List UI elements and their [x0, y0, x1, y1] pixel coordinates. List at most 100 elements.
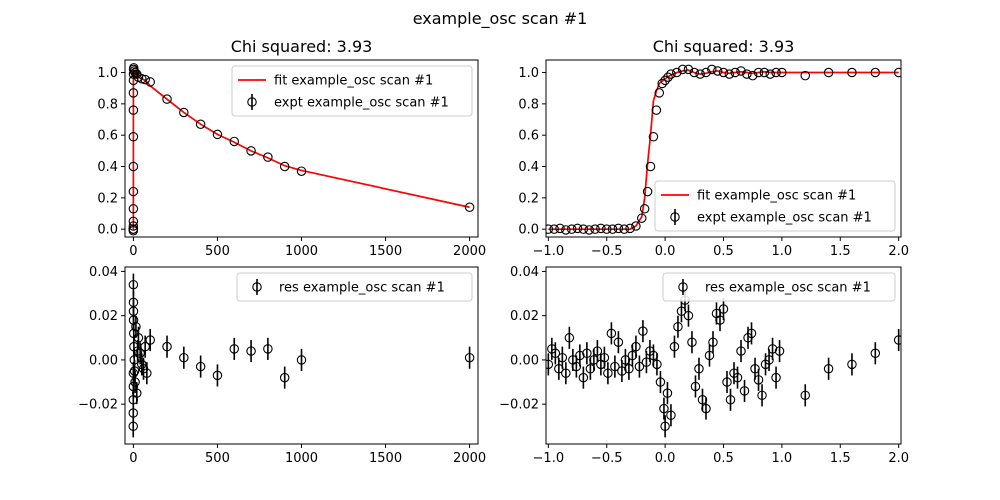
data-point [800, 390, 810, 401]
y-tick-label: 0.6 [518, 129, 539, 144]
y-tick-label: 0.0 [97, 223, 118, 238]
data-point [624, 364, 634, 374]
data-point [893, 67, 901, 78]
y-tick-label: 0.02 [89, 309, 118, 324]
data-point [774, 346, 785, 356]
legend-marker-handle [670, 212, 680, 222]
legend-frame [231, 65, 473, 117]
data-point [128, 105, 139, 115]
x-tick-label: 1500 [369, 244, 402, 259]
data-point [753, 67, 764, 78]
data-point [584, 225, 594, 235]
data-point [578, 372, 589, 383]
legend-frame [236, 272, 473, 302]
data-point [133, 333, 144, 343]
y-tick-label: −0.02 [78, 398, 118, 413]
x-tick-label: −0.5 [591, 451, 623, 466]
data-point [128, 224, 139, 234]
data-point [296, 166, 307, 176]
data-point [128, 63, 139, 73]
plot-area [546, 64, 901, 235]
data-point [464, 202, 475, 212]
y-tick-label: 1.0 [518, 66, 539, 81]
data-point [683, 64, 694, 75]
x-tick-label: −1.0 [533, 451, 565, 466]
legend-entry-label: fit example_osc scan #1 [697, 189, 856, 204]
y-tick-label: 0.2 [518, 191, 539, 206]
y-tick-label: 0.0 [518, 223, 539, 238]
data-point [893, 335, 901, 345]
data-point [694, 364, 704, 374]
data-point [212, 129, 223, 140]
data-point [870, 348, 881, 359]
y-tick-label: 0.8 [97, 97, 118, 112]
data-point [557, 352, 568, 363]
data-point [639, 204, 650, 214]
data-point [767, 344, 778, 354]
data-point [823, 364, 834, 374]
data-point [663, 72, 673, 82]
data-point [145, 77, 155, 87]
data-point [619, 224, 629, 234]
data-point [771, 67, 781, 78]
data-point [707, 64, 717, 75]
data-point [549, 224, 559, 234]
data-point [666, 410, 676, 420]
panels: Chi squared: 3.93 0 500 1000 1500 2000 0.0 0.2 0… [78, 37, 909, 466]
panel-title: Chi squared: 3.93 [231, 37, 373, 56]
legend: fit example_osc scan #1 expt example_osc … [654, 180, 896, 232]
data-point [746, 328, 757, 339]
data-point [753, 375, 764, 385]
data-point [648, 132, 659, 142]
data-point [229, 136, 240, 147]
panel-title: Chi squared: 3.93 [653, 37, 795, 56]
data-point [701, 403, 711, 414]
data-point [631, 341, 641, 352]
data-point [847, 359, 857, 370]
data-point [561, 368, 571, 378]
data-point [652, 359, 662, 370]
data-point [555, 223, 565, 234]
data-point [212, 370, 223, 381]
data-point [642, 186, 653, 197]
legend-entry-label: fit example_osc scan #1 [274, 74, 433, 89]
data-point [732, 372, 743, 383]
y-tick-label: 0.2 [97, 191, 118, 206]
data-point [128, 161, 139, 172]
data-point [132, 346, 143, 356]
data-point [800, 70, 810, 81]
data-point [847, 67, 857, 78]
x-tick-label: 500 [205, 244, 230, 259]
data-point [637, 213, 647, 223]
data-point [870, 67, 881, 78]
data-point [660, 75, 670, 86]
data-point [130, 67, 140, 78]
data-point [677, 64, 688, 75]
data-point [179, 107, 189, 118]
data-point [582, 348, 592, 359]
data-point [742, 69, 752, 79]
data-point [662, 388, 673, 398]
legend-entry-label: expt example_osc scan #1 [697, 211, 872, 226]
data-point [590, 224, 600, 234]
data-point [464, 352, 475, 363]
data-point [708, 337, 718, 347]
data-point [601, 224, 612, 234]
x-tick-label: 0.5 [713, 451, 734, 466]
data-point [128, 88, 139, 98]
data-point [634, 361, 645, 372]
data-point [666, 69, 676, 79]
data-point [712, 66, 723, 76]
x-tick-label: 1.5 [830, 451, 851, 466]
data-point [578, 224, 589, 234]
data-point [592, 346, 603, 356]
data-point [765, 69, 775, 79]
plot-area [546, 289, 901, 438]
data-point [128, 204, 139, 214]
data-point [657, 78, 667, 89]
x-tick-label: 1500 [369, 451, 402, 466]
x-tick-label: 2.0 [888, 244, 909, 259]
data-point [128, 368, 139, 378]
figure-suptitle: example_osc scan #1 [413, 9, 588, 29]
